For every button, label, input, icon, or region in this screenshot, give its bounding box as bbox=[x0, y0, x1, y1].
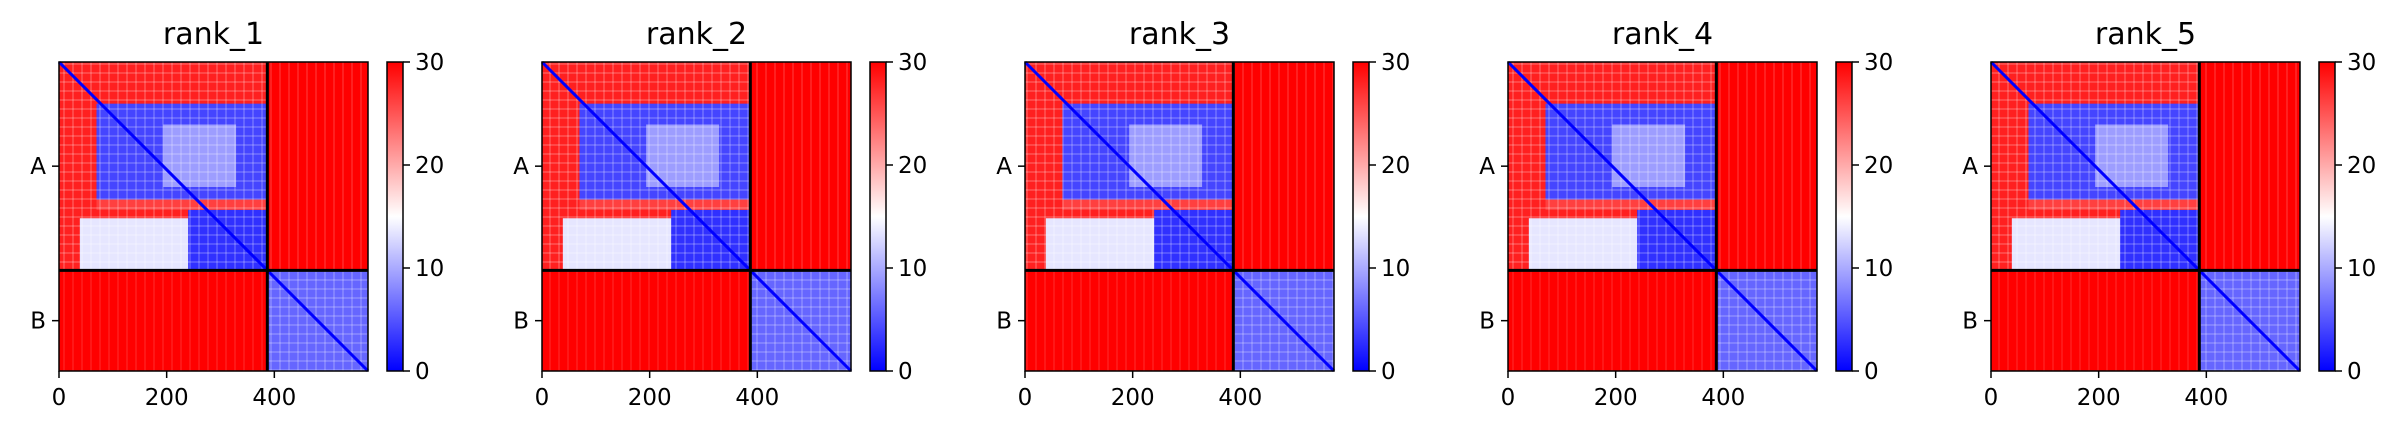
x-tick-label: 0 bbox=[535, 385, 550, 411]
heatmap-aa-structure bbox=[57, 60, 269, 272]
colorbar-tick-label: 30 bbox=[1381, 50, 1410, 76]
y-tick-label: B bbox=[513, 309, 529, 335]
y-tick-label: A bbox=[513, 154, 529, 180]
panel-3: rank_3 A B 0 200 400 0 10 20 30 bbox=[996, 17, 1410, 411]
colorbar-tick-label: 10 bbox=[415, 256, 444, 282]
panel-title: rank_2 bbox=[646, 17, 747, 52]
colorbar-tick-label: 20 bbox=[1864, 153, 1893, 179]
heatmap-ab-texture bbox=[750, 62, 851, 271]
colorbar bbox=[1835, 61, 1853, 372]
heatmap-frame bbox=[541, 61, 852, 372]
y-tick-label: A bbox=[30, 154, 46, 180]
heatmap-ba-texture bbox=[59, 270, 268, 371]
colorbar bbox=[386, 61, 404, 372]
colorbar-tick-label: 30 bbox=[898, 50, 927, 76]
colorbar-tick-label: 30 bbox=[415, 50, 444, 76]
heatmap-ab-texture bbox=[2199, 62, 2300, 271]
heatmap-aa-structure bbox=[1023, 60, 1235, 272]
x-tick-label: 0 bbox=[52, 385, 67, 411]
heatmap-aa-structure bbox=[540, 60, 752, 272]
x-tick-label: 0 bbox=[1018, 385, 1033, 411]
y-tick-label: B bbox=[1962, 309, 1978, 335]
heatmap-ab-texture bbox=[1233, 62, 1334, 271]
y-tick-label: B bbox=[1479, 309, 1495, 335]
x-tick-label: 400 bbox=[252, 385, 296, 411]
heatmap-frame bbox=[1507, 61, 1818, 372]
colorbar-tick-label: 10 bbox=[2347, 256, 2376, 282]
heatmap-aa-structure bbox=[1506, 60, 1718, 272]
heatmap-ba-texture bbox=[1508, 270, 1717, 371]
x-tick-label: 200 bbox=[1594, 385, 1638, 411]
colorbar bbox=[1352, 61, 1370, 372]
panel-title: rank_5 bbox=[2095, 17, 2196, 52]
panel-title: rank_3 bbox=[1129, 17, 1230, 52]
colorbar-tick-label: 10 bbox=[898, 256, 927, 282]
heatmap-ab-texture bbox=[1716, 62, 1817, 271]
colorbar bbox=[2318, 61, 2336, 372]
panel-4: rank_4 A B 0 200 400 0 10 20 30 bbox=[1479, 17, 1893, 411]
heatmap-aa-structure bbox=[1989, 60, 2201, 272]
x-tick-label: 400 bbox=[1701, 385, 1745, 411]
panel-title: rank_4 bbox=[1612, 17, 1713, 52]
y-tick-label: B bbox=[996, 309, 1012, 335]
colorbar-tick-label: 0 bbox=[898, 359, 913, 385]
x-tick-label: 200 bbox=[2077, 385, 2121, 411]
heatmap-ba-texture bbox=[542, 270, 751, 371]
y-tick-label: A bbox=[1479, 154, 1495, 180]
x-tick-label: 0 bbox=[1984, 385, 1999, 411]
heatmap-bb-structure bbox=[749, 269, 853, 373]
x-tick-label: 400 bbox=[2184, 385, 2228, 411]
panel-1: rank_1 A B 0 200 400 0 10 20 30 bbox=[30, 17, 444, 411]
colorbar-tick-label: 10 bbox=[1381, 256, 1410, 282]
heatmap-frame bbox=[1990, 61, 2301, 372]
heatmap-frame bbox=[1024, 61, 1335, 372]
x-tick-label: 200 bbox=[1111, 385, 1155, 411]
heatmap-bb-structure bbox=[266, 269, 370, 373]
colorbar-tick-label: 20 bbox=[898, 153, 927, 179]
colorbar-tick-label: 0 bbox=[1864, 359, 1879, 385]
heatmap-ba-texture bbox=[1991, 270, 2200, 371]
heatmap-ab-texture bbox=[267, 62, 368, 271]
x-tick-label: 200 bbox=[628, 385, 672, 411]
colorbar-tick-label: 0 bbox=[2347, 359, 2362, 385]
heatmap-bb-structure bbox=[1715, 269, 1819, 373]
colorbar-tick-label: 10 bbox=[1864, 256, 1893, 282]
panel-5: rank_5 A B 0 200 400 0 10 20 30 bbox=[1962, 17, 2376, 411]
x-tick-label: 0 bbox=[1501, 385, 1516, 411]
colorbar-tick-label: 20 bbox=[2347, 153, 2376, 179]
colorbar-tick-label: 0 bbox=[1381, 359, 1396, 385]
y-tick-label: A bbox=[1962, 154, 1978, 180]
x-tick-label: 200 bbox=[145, 385, 189, 411]
panel-2: rank_2 A B 0 200 400 0 10 20 30 bbox=[513, 17, 927, 411]
heatmap-frame bbox=[58, 61, 369, 372]
colorbar-tick-label: 30 bbox=[2347, 50, 2376, 76]
colorbar-tick-label: 0 bbox=[415, 359, 430, 385]
colorbar bbox=[869, 61, 887, 372]
heatmap-ba-texture bbox=[1025, 270, 1234, 371]
panel-title: rank_1 bbox=[163, 17, 264, 52]
x-tick-label: 400 bbox=[735, 385, 779, 411]
colorbar-tick-label: 20 bbox=[1381, 153, 1410, 179]
y-tick-label: A bbox=[996, 154, 1012, 180]
colorbar-tick-label: 20 bbox=[415, 153, 444, 179]
y-tick-label: B bbox=[30, 309, 46, 335]
colorbar-tick-label: 30 bbox=[1864, 50, 1893, 76]
heatmap-bb-structure bbox=[2198, 269, 2302, 373]
x-tick-label: 400 bbox=[1218, 385, 1262, 411]
heatmap-bb-structure bbox=[1232, 269, 1336, 373]
